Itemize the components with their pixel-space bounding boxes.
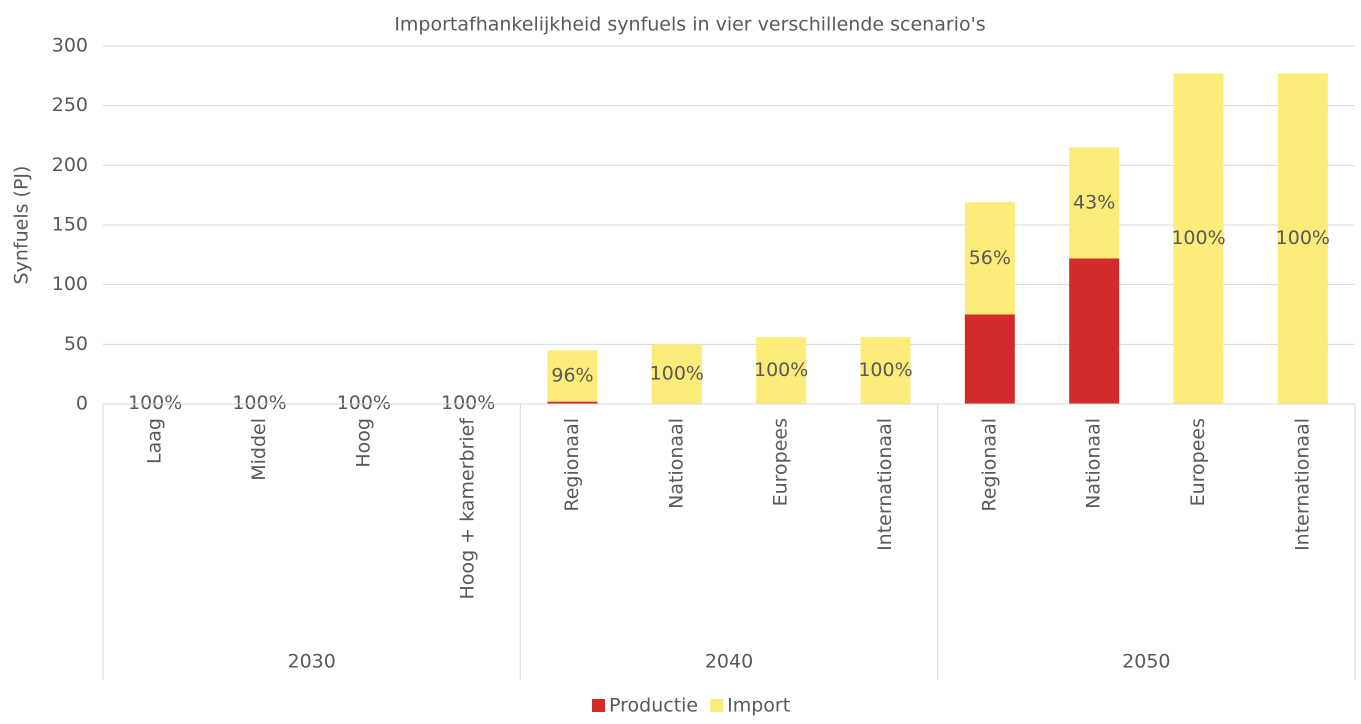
data-label: 100% (650, 363, 704, 385)
x-tick-label: Nationaal (665, 418, 687, 509)
data-label: 100% (232, 392, 286, 414)
data-label: 100% (858, 359, 912, 381)
y-tick-label: 150 (52, 214, 88, 236)
bar-segment (964, 202, 1015, 315)
y-tick-label: 0 (76, 393, 88, 415)
y-tick-label: 250 (52, 94, 88, 116)
group-label: 2030 (287, 651, 335, 673)
bar-segment (547, 350, 598, 402)
data-label: 56% (969, 247, 1011, 269)
legend-label: Import (727, 695, 790, 717)
bar-segment (964, 314, 1015, 404)
x-tick-label: Middel (248, 418, 270, 481)
y-tick-label: 100 (52, 273, 88, 295)
bar-segment (1069, 147, 1120, 259)
group-label: 2050 (1122, 651, 1170, 673)
x-tick-label: Hoog + kamerbrief (457, 417, 479, 600)
legend-label: Productie (609, 695, 698, 717)
y-tick-label: 300 (52, 35, 88, 57)
bar-segment (1277, 73, 1328, 405)
x-tick-label: Europees (770, 418, 792, 506)
x-tick-label: Internationaal (1291, 418, 1313, 551)
chart-title: Importafhankelijkheid synfuels in vier v… (394, 14, 985, 36)
x-tick-label: Hoog (352, 418, 374, 468)
data-label: 100% (441, 392, 495, 414)
data-label: 100% (1171, 227, 1225, 249)
bar-segment (1069, 258, 1120, 404)
data-label: 96% (551, 364, 593, 386)
data-label: 100% (1276, 227, 1330, 249)
bar-segment (547, 401, 598, 404)
y-axis-label: Synfuels (PJ) (11, 166, 33, 285)
data-label: 100% (128, 392, 182, 414)
y-tick-label: 50 (64, 333, 88, 355)
legend-swatch (592, 699, 605, 712)
y-tick-label: 200 (52, 154, 88, 176)
bar-segment (860, 337, 911, 404)
data-label: 100% (754, 359, 808, 381)
x-tick-label: Regionaal (561, 418, 583, 512)
bar-segment (756, 337, 807, 404)
x-tick-label: Regionaal (978, 418, 1000, 512)
x-tick-label: Europees (1187, 418, 1209, 506)
data-label: 100% (337, 392, 391, 414)
data-label: 43% (1073, 191, 1115, 213)
bar-segment (651, 344, 702, 404)
x-tick-label: Nationaal (1083, 418, 1105, 509)
legend-swatch (710, 699, 724, 712)
x-tick-label: Laag (144, 418, 166, 464)
x-tick-label: Internationaal (874, 418, 896, 551)
bar-segment (1173, 73, 1224, 405)
group-label: 2040 (705, 651, 753, 673)
